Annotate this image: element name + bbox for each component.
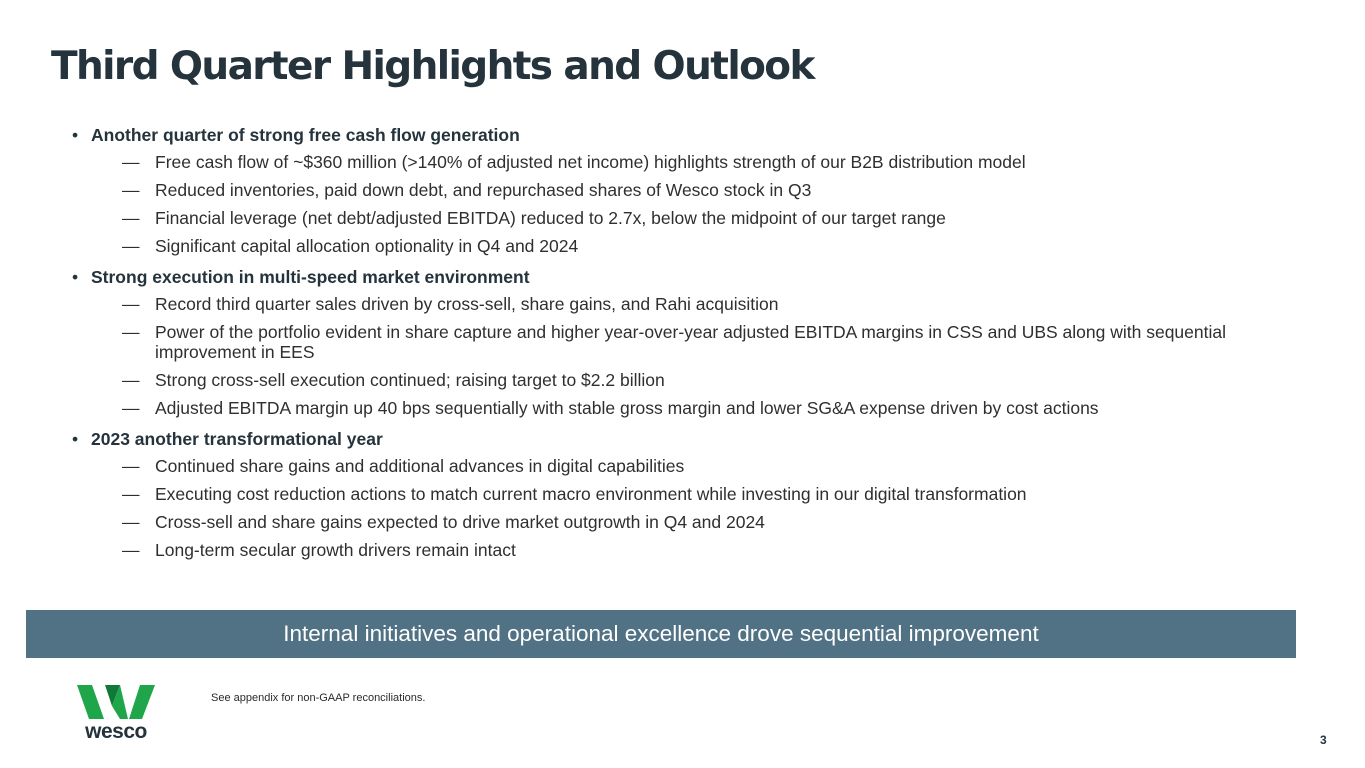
bullet-dot: • bbox=[72, 125, 79, 145]
section-heading-text: Another quarter of strong free cash flow… bbox=[91, 125, 520, 145]
section-heading-text: 2023 another transformational year bbox=[91, 429, 383, 449]
dash: — bbox=[122, 484, 140, 504]
page-number: 3 bbox=[1320, 733, 1327, 747]
sub-item: — Power of the portfolio evident in share… bbox=[72, 322, 1302, 362]
sub-item-text: Strong cross-sell execution continued; r… bbox=[155, 370, 665, 390]
dash: — bbox=[122, 512, 140, 532]
sub-item-text: Free cash flow of ~$360 million (>140% o… bbox=[155, 152, 1026, 172]
sub-item-text: Adjusted EBITDA margin up 40 bps sequent… bbox=[155, 398, 1099, 418]
highlight-section: • Another quarter of strong free cash flo… bbox=[72, 124, 1302, 256]
dash: — bbox=[122, 322, 140, 342]
dash: — bbox=[122, 152, 140, 172]
highlights-list: • Another quarter of strong free cash flo… bbox=[72, 124, 1302, 570]
dash: — bbox=[122, 236, 140, 256]
sub-item-text: Executing cost reduction actions to matc… bbox=[155, 484, 1027, 504]
sub-item: — Financial leverage (net debt/adjusted E… bbox=[72, 208, 1302, 228]
sub-item: — Record third quarter sales driven by cr… bbox=[72, 294, 1302, 314]
section-heading-text: Strong execution in multi-speed market e… bbox=[91, 267, 530, 287]
sub-item-text: Reduced inventories, paid down debt, and… bbox=[155, 180, 812, 200]
section-heading: • 2023 another transformational year bbox=[72, 428, 1302, 450]
footnote: See appendix for non-GAAP reconciliation… bbox=[211, 692, 426, 704]
sub-item: — Executing cost reduction actions to mat… bbox=[72, 484, 1302, 504]
highlight-section: • Strong execution in multi-speed market … bbox=[72, 266, 1302, 418]
dash: — bbox=[122, 370, 140, 390]
sub-item-text: Record third quarter sales driven by cro… bbox=[155, 294, 779, 314]
sub-item: — Significant capital allocation optional… bbox=[72, 236, 1302, 256]
sub-item-text: Power of the portfolio evident in share … bbox=[155, 322, 1227, 362]
dash: — bbox=[122, 398, 140, 418]
slide-title: Third Quarter Highlights and Outlook bbox=[51, 44, 815, 89]
sub-item-text: Significant capital allocation optionali… bbox=[155, 236, 579, 256]
sub-item-text: Financial leverage (net debt/adjusted EB… bbox=[155, 208, 946, 228]
sub-item-text: Long-term secular growth drivers remain … bbox=[155, 540, 516, 560]
wesco-w-logo-icon bbox=[77, 685, 155, 719]
bullet-dot: • bbox=[72, 267, 79, 287]
dash: — bbox=[122, 208, 140, 228]
wesco-logo: wesco bbox=[76, 684, 156, 746]
highlight-section: • 2023 another transformational year — Con… bbox=[72, 428, 1302, 560]
sub-item: — Adjusted EBITDA margin up 40 bps sequen… bbox=[72, 398, 1302, 418]
sub-item: — Free cash flow of ~$360 million (>140% … bbox=[72, 152, 1302, 172]
sub-list: — Record third quarter sales driven by cr… bbox=[72, 294, 1302, 418]
sub-item: — Continued share gains and additional ad… bbox=[72, 456, 1302, 476]
section-heading: • Another quarter of strong free cash flo… bbox=[72, 124, 1302, 146]
section-heading: • Strong execution in multi-speed market … bbox=[72, 266, 1302, 288]
sub-item: — Strong cross-sell execution continued; … bbox=[72, 370, 1302, 390]
dash: — bbox=[122, 294, 140, 314]
sub-item-text: Continued share gains and additional adv… bbox=[155, 456, 685, 476]
logo-wordmark: wesco bbox=[85, 720, 147, 743]
takeaway-banner: Internal initiatives and operational exc… bbox=[26, 610, 1296, 658]
sub-item: — Cross-sell and share gains expected to … bbox=[72, 512, 1302, 532]
dash: — bbox=[122, 180, 140, 200]
banner-text: Internal initiatives and operational exc… bbox=[283, 621, 1039, 646]
bullet-dot: • bbox=[72, 429, 79, 449]
sub-list: — Free cash flow of ~$360 million (>140% … bbox=[72, 152, 1302, 256]
dash: — bbox=[122, 540, 140, 560]
sub-item-text: Cross-sell and share gains expected to d… bbox=[155, 512, 765, 532]
dash: — bbox=[122, 456, 140, 476]
sub-item: — Reduced inventories, paid down debt, an… bbox=[72, 180, 1302, 200]
sub-item: — Long-term secular growth drivers remain… bbox=[72, 540, 1302, 560]
sub-list: — Continued share gains and additional ad… bbox=[72, 456, 1302, 560]
